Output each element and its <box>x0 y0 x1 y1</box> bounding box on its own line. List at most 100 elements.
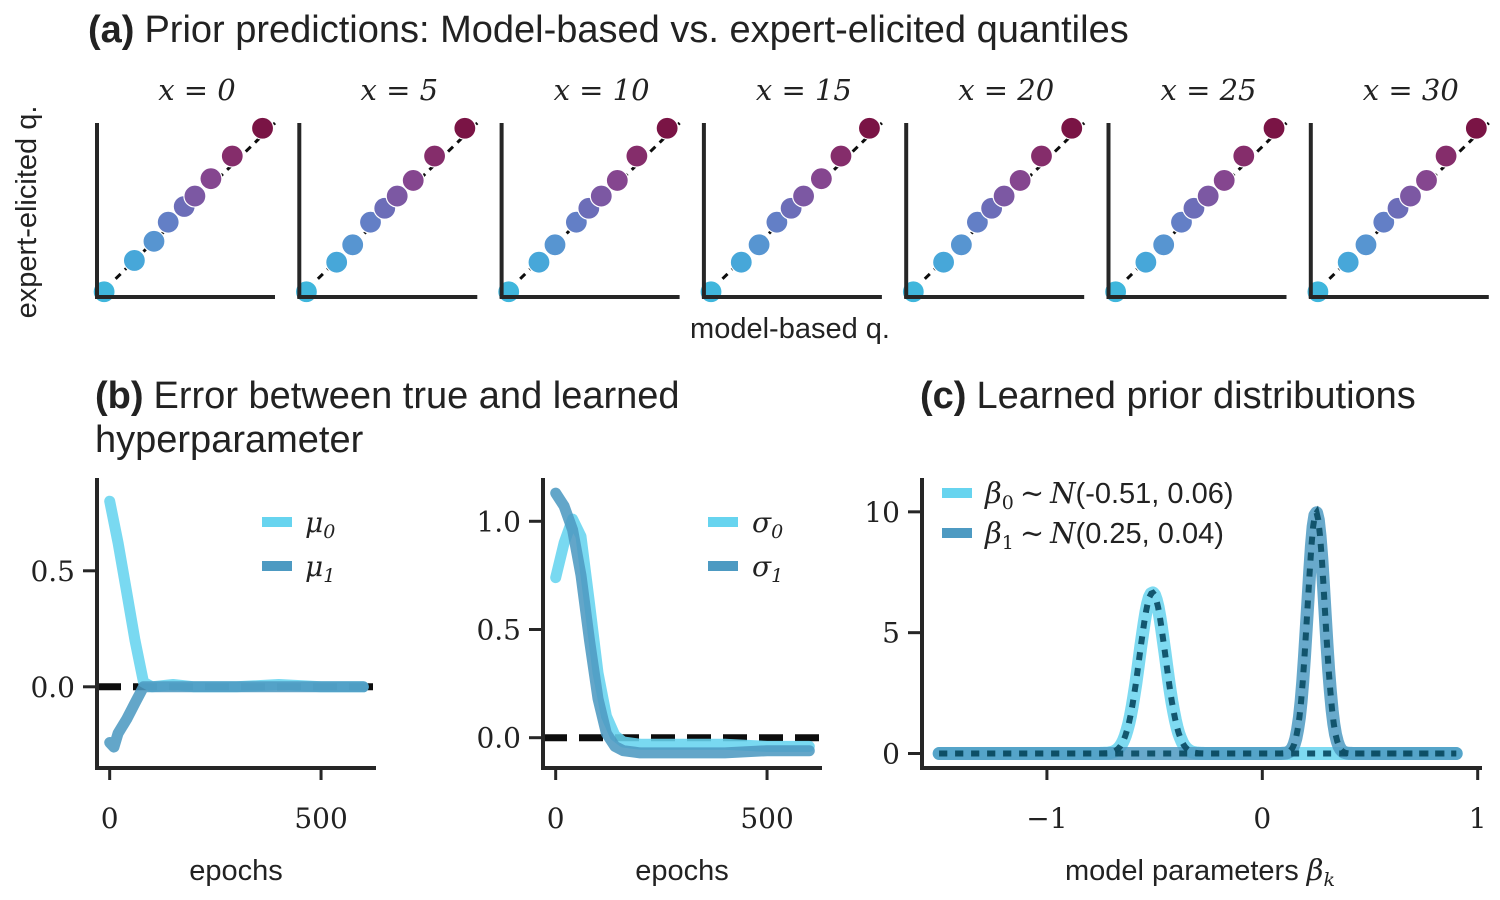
series-line-2 <box>104 681 369 753</box>
quantile-point <box>1262 116 1286 140</box>
panel-b-title-line2: hyperparameter <box>95 419 364 461</box>
panel-a-title-text: Prior predictions: Model-based vs. exper… <box>144 9 1128 51</box>
quantile-point <box>1134 250 1158 274</box>
legend-label-beta1: β1 ∼ N(0.25, 0.04) <box>984 516 1224 554</box>
legend-label-beta0: β0 ∼ N(-0.51, 0.06) <box>984 476 1234 514</box>
facet-title: x = 10 <box>554 73 650 107</box>
y-tick-label: 0.0 <box>30 671 75 704</box>
quantile-point <box>949 233 973 257</box>
facet-title: x = 15 <box>756 73 852 107</box>
quantile-point <box>325 250 349 274</box>
panel-a-xlabel: model-based q. <box>690 313 890 345</box>
quantile-point <box>527 250 551 274</box>
y-tick-label: 10 <box>864 496 900 529</box>
quantile-point <box>625 144 649 168</box>
quantile-point <box>401 168 425 193</box>
legend-label-mu1: μ1 <box>305 550 335 587</box>
quantile-point <box>1029 144 1054 168</box>
y-tick-label: 0 <box>882 738 900 771</box>
quantile-point <box>655 116 679 140</box>
legend-label-sigma1: σ1 <box>752 550 783 587</box>
panel-c-chart: β0 ∼ N(-0.51, 0.06) β1 ∼ N(0.25, 0.04) −1 0 10… <box>864 476 1486 891</box>
quantile-point <box>1414 168 1439 193</box>
quantile-point <box>589 184 613 208</box>
quantile-point <box>1464 116 1488 140</box>
density-learned-1 <box>932 586 1463 760</box>
quantile-point <box>829 144 853 168</box>
quantile-point <box>453 116 477 140</box>
quantile-point <box>1398 184 1423 208</box>
panel-c-legend: β0 ∼ N(-0.51, 0.06) β1 ∼ N(0.25, 0.04) <box>942 476 1234 554</box>
facet-title: x = 20 <box>958 73 1054 107</box>
y-tick-label: 0.5 <box>476 613 521 646</box>
quantile-point <box>1372 210 1396 234</box>
legend-label-mu0: μ0 <box>305 506 335 543</box>
panel-a-ylabel: expert-elicited q. <box>11 106 43 319</box>
quantile-point <box>931 250 956 274</box>
quantile-point <box>250 116 275 140</box>
panel-c-xlabel: model parameters βk <box>1065 853 1335 891</box>
quantile-point <box>122 248 146 273</box>
quantile-point <box>220 144 244 168</box>
panel-b-left-xlabel: epochs <box>189 855 283 887</box>
panel-a-title: (a) Prior predictions: Model-based vs. ex… <box>88 9 1129 51</box>
quantile-point <box>1008 168 1032 193</box>
quantile-point <box>809 167 833 191</box>
quantile-point <box>1434 144 1458 168</box>
x-tick-label: 0 <box>101 802 119 835</box>
facet-1: x = 0 <box>92 73 277 304</box>
quantile-point <box>199 167 223 191</box>
quantile-point <box>1212 168 1236 193</box>
quantile-point <box>341 233 365 257</box>
series-line-2 <box>550 487 815 759</box>
panel-c-tag: (c) <box>920 375 966 417</box>
panel-b-title: (b) Error between true and learned <box>95 375 680 417</box>
panel-b-left-legend: μ0 μ1 <box>262 506 335 587</box>
quantile-point <box>729 250 753 274</box>
facet-title: x = 25 <box>1161 73 1257 107</box>
legend-label-sigma0: σ0 <box>752 506 783 543</box>
quantile-point <box>385 184 409 208</box>
panel-b-right-chart: σ0 σ1 0 500 0.0 0.5 1.0 epochs <box>476 478 822 887</box>
quantile-point <box>142 229 166 253</box>
quantile-point <box>1152 233 1176 257</box>
x-tick-label: 0 <box>1253 802 1271 835</box>
quantile-point <box>543 233 567 257</box>
facet-4: x = 15 <box>699 73 883 304</box>
facet-2: x = 5 <box>294 73 479 304</box>
panel-a-facets: x = 0 x = 5 x = 10 x = 15 x = 20 x = 25 x = 30 <box>92 73 1490 304</box>
quantile-point <box>1354 233 1378 257</box>
x-tick-label: −1 <box>1026 802 1067 835</box>
x-tick-label: 0 <box>547 802 565 835</box>
facet-title: x = 0 <box>158 73 236 107</box>
quantile-point <box>422 144 447 168</box>
quantile-point <box>156 210 180 234</box>
facet-6: x = 25 <box>1104 73 1288 304</box>
y-tick-label: 0.5 <box>30 555 75 588</box>
x-tick-label: 500 <box>740 802 793 835</box>
quantile-point <box>992 184 1016 208</box>
quantile-point <box>1336 250 1360 274</box>
quantile-point <box>1060 116 1084 140</box>
quantile-point <box>791 184 816 208</box>
y-tick-label: 0.0 <box>476 722 521 755</box>
quantile-point <box>358 210 383 234</box>
quantile-point <box>965 210 990 234</box>
panel-c-title-text: Learned prior distributions <box>976 375 1415 417</box>
quantile-point <box>765 210 789 234</box>
panel-b-left-chart: μ0 μ1 0 500 0.0 0.5 epochs <box>30 478 376 887</box>
quantile-point <box>747 233 771 257</box>
quantile-point <box>857 116 882 140</box>
quantile-point <box>605 168 629 193</box>
panel-a-tag: (a) <box>88 9 134 51</box>
facet-3: x = 10 <box>497 73 681 304</box>
panel-b-tag: (b) <box>95 375 144 417</box>
quantile-point <box>183 184 207 208</box>
panel-b-right-xlabel: epochs <box>635 855 729 887</box>
panel-c-title: (c) Learned prior distributions <box>920 375 1416 417</box>
quantile-point <box>1196 184 1220 208</box>
y-tick-label: 1.0 <box>476 505 521 538</box>
quantile-point <box>1232 144 1256 168</box>
density-true-1 <box>939 589 1457 757</box>
